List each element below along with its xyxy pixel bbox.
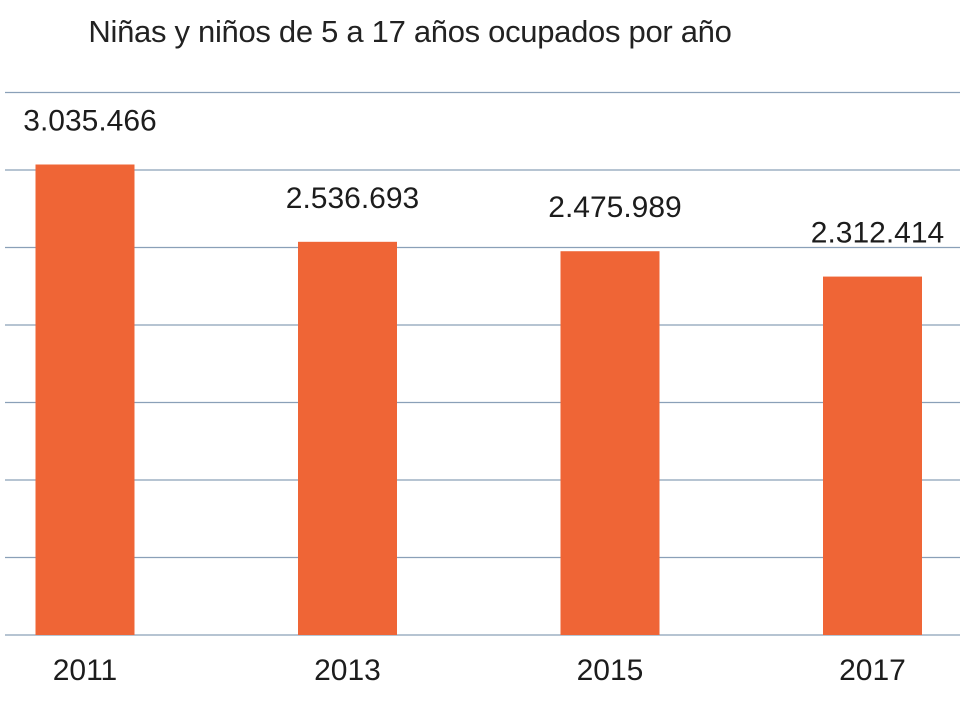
data-label-2015: 2.475.989 (548, 191, 681, 224)
x-tick-2017: 2017 (839, 654, 906, 687)
data-label-2011: 3.035.466 (23, 105, 156, 138)
x-axis-ticks: 2011 2013 2015 2017 (53, 654, 906, 687)
data-label-2017: 2.312.414 (811, 217, 944, 250)
bar-2017 (823, 276, 922, 635)
chart-title: Niñas y niños de 5 a 17 años ocupados po… (88, 14, 732, 49)
data-label-2013: 2.536.693 (286, 182, 419, 215)
bar-2015 (560, 251, 660, 635)
bar-2011 (35, 164, 135, 635)
bar-2013 (298, 241, 397, 635)
data-labels: 3.035.466 2.536.693 2.475.989 2.312.414 (23, 105, 944, 250)
bars (35, 164, 922, 635)
gridlines (5, 91, 960, 636)
x-tick-2011: 2011 (53, 654, 118, 687)
x-tick-2013: 2013 (314, 654, 381, 687)
x-tick-2015: 2015 (577, 654, 644, 687)
